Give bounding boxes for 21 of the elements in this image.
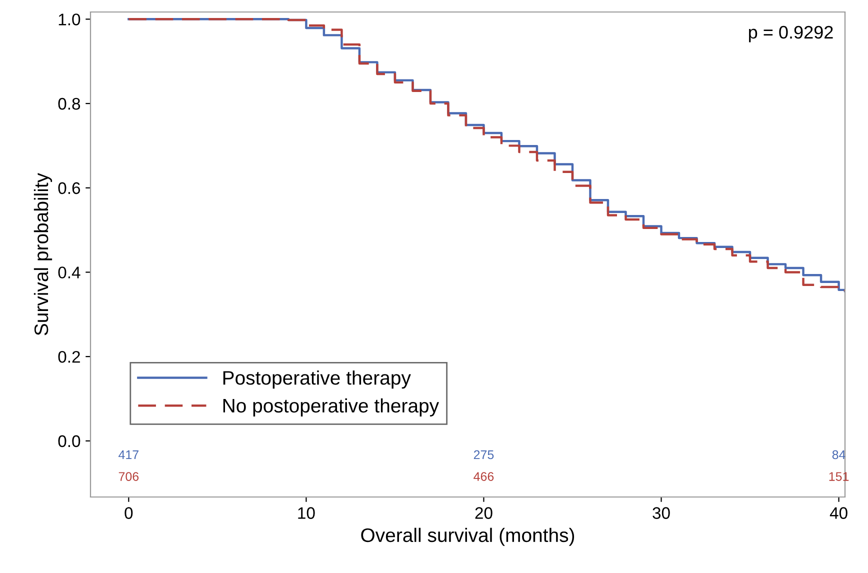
annotation: 275	[474, 450, 494, 460]
annotation: 417	[118, 450, 138, 460]
x-tick-label: 10	[298, 507, 315, 519]
y-tick-label: 1.0	[58, 14, 80, 26]
x-axis-title: Overall survival (months)	[361, 528, 574, 546]
x-tick-label: 30	[652, 507, 670, 519]
annotation: 706	[118, 472, 139, 481]
x-tick-label: 0	[124, 507, 133, 519]
x-tick-label: 40	[830, 507, 848, 519]
legend-label: Postoperative therapy	[223, 370, 411, 389]
y-tick-label: 0.2	[58, 350, 80, 363]
y-tick-label: 0.0	[58, 435, 80, 448]
y-tick-label: 0.6	[58, 182, 80, 194]
y-axis-title: Survival probability	[34, 172, 52, 336]
x-tick-label: 20	[475, 507, 492, 519]
annotation: 466	[474, 472, 494, 481]
annotation: 151	[829, 472, 849, 481]
y-tick-label: 0.8	[58, 98, 80, 110]
y-tick-label: 0.4	[58, 266, 80, 278]
legend-label: No postoperative therapy	[223, 398, 440, 416]
annotation: p = 0.9292	[749, 26, 833, 42]
